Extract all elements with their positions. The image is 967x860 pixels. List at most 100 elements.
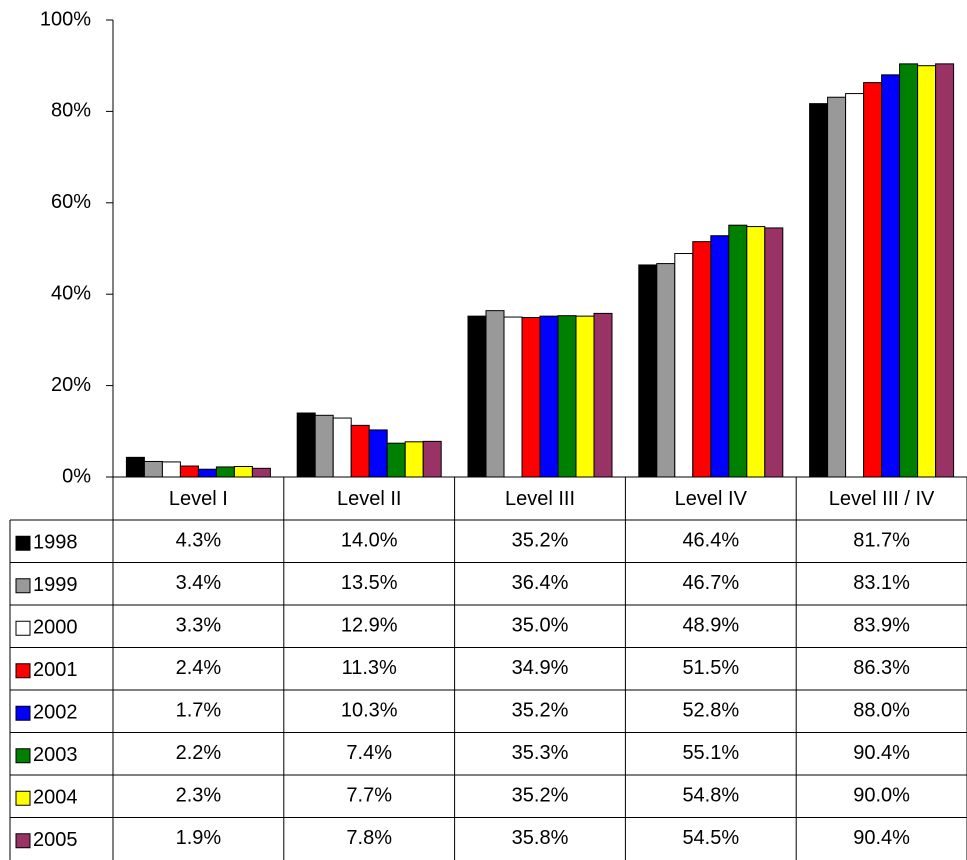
table-cell: 86.3%	[853, 657, 910, 679]
table-cell: 11.3%	[342, 657, 397, 679]
legend-key	[15, 535, 31, 551]
table-cell: 90.0%	[853, 785, 910, 807]
x-tick-label: Level IV	[675, 488, 748, 510]
table-cell: 35.3%	[512, 742, 569, 764]
table-cell: 34.9%	[512, 657, 569, 679]
bar	[728, 224, 748, 478]
table-cell: 90.4%	[853, 827, 910, 849]
bar	[710, 235, 730, 478]
bar	[350, 424, 370, 478]
x-tick-label: Level III / IV	[829, 488, 935, 510]
table-cell: 54.5%	[682, 827, 739, 849]
bar	[467, 315, 487, 478]
legend-key	[15, 790, 31, 806]
table-cell: 14.0%	[341, 530, 398, 552]
table-cell: 7.7%	[346, 785, 392, 807]
bar	[809, 103, 829, 478]
bar	[197, 468, 217, 478]
legend-label: 2004	[33, 787, 78, 809]
table-cell: 83.9%	[853, 615, 910, 637]
table-cell: 7.4%	[346, 742, 392, 764]
table-cell: 52.8%	[682, 700, 739, 722]
y-tick-label: 40%	[51, 282, 91, 304]
y-tick-label: 80%	[51, 100, 91, 122]
bar	[386, 442, 406, 478]
bar	[764, 227, 784, 478]
bar	[485, 310, 505, 478]
legend-label: 2003	[33, 744, 78, 766]
table-cell: 48.9%	[682, 615, 739, 637]
bar	[845, 93, 865, 478]
bar	[521, 317, 541, 478]
table-cell: 46.7%	[682, 572, 739, 594]
bar	[917, 65, 937, 478]
table-cell: 55.1%	[682, 742, 739, 764]
y-tick-label: 60%	[51, 191, 91, 213]
bar	[161, 461, 181, 478]
bar	[881, 74, 901, 478]
bar	[638, 264, 658, 478]
table-cell: 12.9%	[341, 615, 398, 637]
table-cell: 10.3%	[341, 700, 398, 722]
bar	[935, 63, 955, 478]
legend-key	[15, 663, 31, 679]
legend-key	[15, 620, 31, 636]
y-tick-label: 0%	[62, 465, 91, 487]
table-cell: 46.4%	[682, 530, 739, 552]
bar	[863, 82, 883, 478]
bar	[692, 241, 712, 478]
legend-label: 2001	[33, 659, 78, 681]
bar	[503, 316, 523, 478]
bar	[332, 417, 352, 478]
bar	[656, 263, 676, 478]
table-cell: 35.2%	[512, 530, 569, 552]
table-cell: 83.1%	[853, 572, 910, 594]
bar	[215, 466, 235, 478]
table-cell: 88.0%	[853, 700, 910, 722]
table-cell: 4.3%	[176, 530, 222, 552]
table-cell: 90.4%	[853, 742, 910, 764]
bar	[233, 465, 253, 478]
y-tick-label: 100%	[40, 8, 91, 30]
legend-key	[15, 748, 31, 764]
table-cell: 35.8%	[512, 827, 569, 849]
bar	[593, 312, 613, 478]
legend-label: 1998	[33, 532, 78, 554]
legend-label: 2005	[33, 829, 78, 851]
legend-key	[15, 833, 31, 849]
table-cell: 3.4%	[176, 572, 222, 594]
bar	[827, 96, 847, 478]
legend-key	[15, 705, 31, 721]
bar	[557, 315, 577, 478]
bar	[575, 315, 595, 478]
table-cell: 2.2%	[176, 742, 222, 764]
table-cell: 81.7%	[853, 530, 910, 552]
table-cell: 36.4%	[512, 572, 569, 594]
table-cell: 2.3%	[176, 785, 222, 807]
y-tick-label: 20%	[51, 374, 91, 396]
bar	[125, 456, 145, 478]
x-tick-label: Level I	[169, 488, 228, 510]
legend-label: 1999	[33, 574, 78, 596]
legend-label: 2002	[33, 702, 78, 724]
table-cell: 13.5%	[341, 572, 398, 594]
table-cell: 35.2%	[512, 785, 569, 807]
table-cell: 35.0%	[512, 615, 569, 637]
bar	[674, 253, 694, 478]
x-tick-label: Level III	[505, 488, 575, 510]
table-cell: 54.8%	[682, 785, 739, 807]
bar	[404, 441, 424, 478]
table-cell: 1.9%	[176, 827, 222, 849]
bar	[143, 460, 163, 478]
bar	[179, 465, 199, 478]
table-cell: 3.3%	[176, 615, 222, 637]
bar	[296, 412, 316, 478]
bar	[314, 414, 334, 478]
x-tick-label: Level II	[337, 488, 401, 510]
legend-label: 2000	[33, 617, 78, 639]
bar	[899, 63, 919, 478]
table-cell: 7.8%	[346, 827, 392, 849]
legend-key	[15, 578, 31, 594]
table-cell: 51.5%	[682, 657, 739, 679]
